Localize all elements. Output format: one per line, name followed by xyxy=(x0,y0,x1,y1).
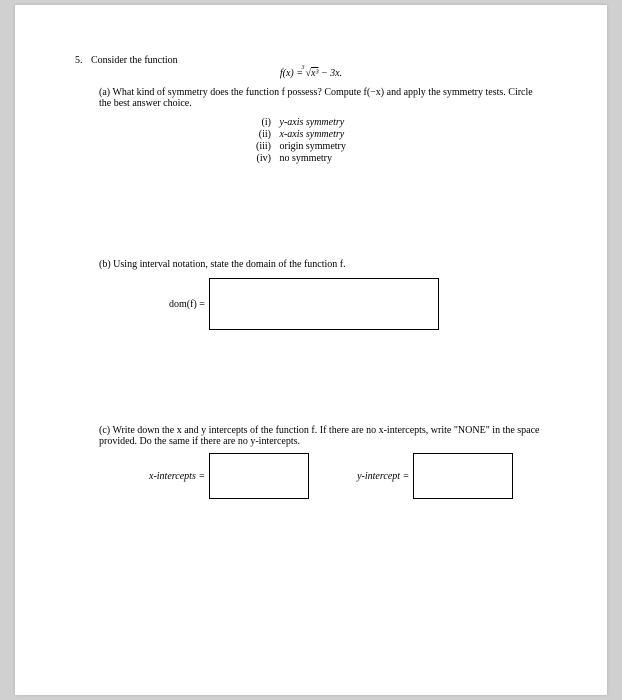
part-a-label: (a) xyxy=(99,87,110,98)
part-b-text: Using interval notation, state the domai… xyxy=(113,259,345,270)
choice-ii-text: x-axis symmetry xyxy=(280,129,345,140)
part-b: (b) Using interval notation, state the d… xyxy=(99,259,547,330)
choice-iii-text: origin symmetry xyxy=(280,141,346,152)
domain-answer-box[interactable] xyxy=(209,278,439,330)
part-b-answer-row: dom(f) = xyxy=(169,278,547,330)
choice-ii: (ii) x-axis symmetry xyxy=(249,129,547,140)
part-c-label: (c) xyxy=(99,425,110,436)
part-c: (c) Write down the x and y intercepts of… xyxy=(99,425,547,499)
x-intercepts-label: x-intercepts = xyxy=(149,471,205,482)
part-c-answer-row: x-intercepts = y-intercept = xyxy=(99,453,547,499)
x-intercepts-answer-box[interactable] xyxy=(209,453,309,499)
part-a: (a) What kind of symmetry does the funct… xyxy=(99,87,547,164)
y-intercept-label: y-intercept = xyxy=(357,471,409,482)
domain-label: dom(f) = xyxy=(169,299,205,310)
choice-iii: (iii) origin symmetry xyxy=(249,141,547,152)
equation-lhs: f(x) = xyxy=(280,68,303,79)
choice-iv: (iv) no symmetry xyxy=(249,153,547,164)
problem-number: 5. xyxy=(75,55,91,66)
y-intercept-group: y-intercept = xyxy=(357,453,513,499)
problem-5-header: 5. Consider the function xyxy=(75,55,547,66)
part-c-text: Write down the x and y intercepts of the… xyxy=(99,425,540,447)
x-intercepts-group: x-intercepts = xyxy=(149,453,309,499)
subparts-container: (a) What kind of symmetry does the funct… xyxy=(99,87,547,499)
part-b-label: (b) xyxy=(99,259,111,270)
choice-i-text: y-axis symmetry xyxy=(280,117,345,128)
part-a-text: What kind of symmetry does the function … xyxy=(99,87,533,109)
choice-iv-text: no symmetry xyxy=(280,153,333,164)
function-equation: f(x) = 3√x³ − 3x. xyxy=(75,68,547,79)
problem-intro-text: Consider the function xyxy=(91,55,178,66)
part-a-choices: (i) y-axis symmetry (ii) x-axis symmetry… xyxy=(249,117,547,164)
choice-i: (i) y-axis symmetry xyxy=(249,117,547,128)
cube-root: 3√x³ xyxy=(306,68,319,79)
worksheet-page: 5. Consider the function f(x) = 3√x³ − 3… xyxy=(15,5,607,695)
y-intercept-answer-box[interactable] xyxy=(413,453,513,499)
equation-tail: − 3x. xyxy=(318,68,342,79)
